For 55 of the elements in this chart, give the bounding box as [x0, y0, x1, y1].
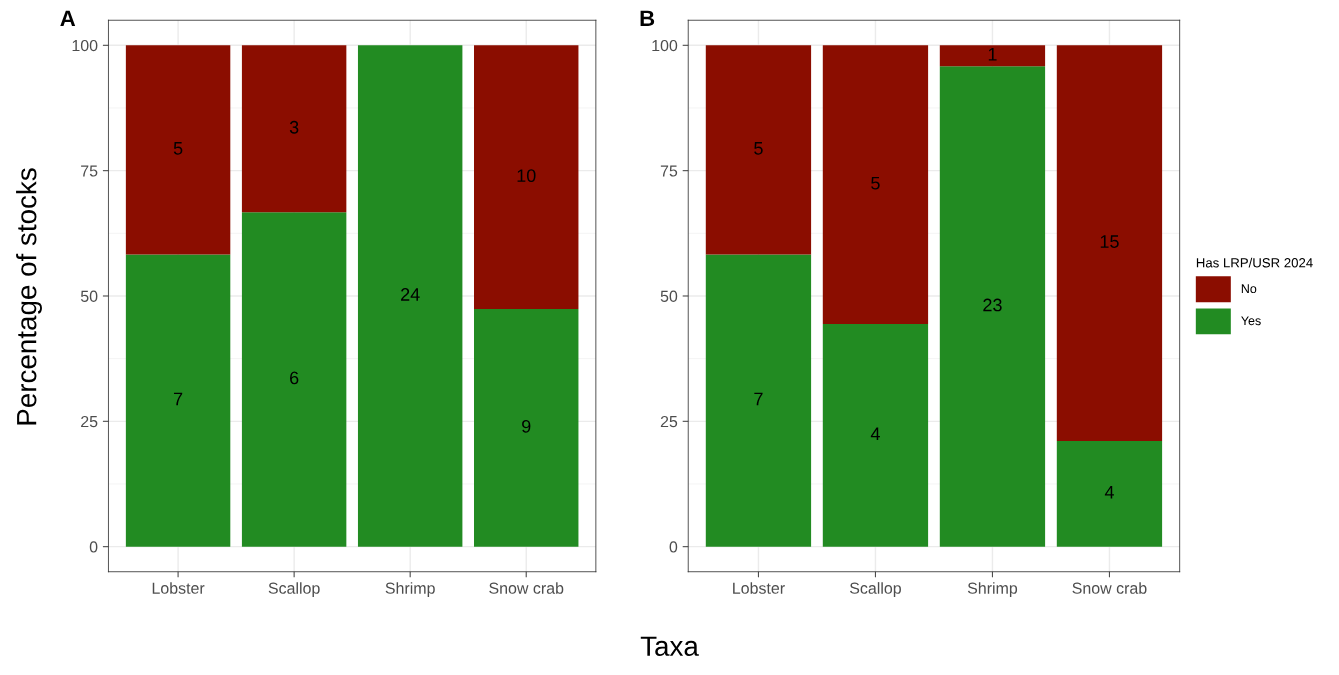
annotation: 3	[289, 120, 299, 134]
y-tick-label: 100	[652, 39, 678, 52]
annotation: 5	[871, 176, 880, 190]
bar	[357, 45, 463, 547]
annotation: 23	[983, 298, 1002, 312]
y-tick-label: 75	[81, 165, 98, 177]
annotation: 5	[173, 142, 183, 155]
bar	[822, 324, 929, 547]
x-tick-label: Shrimp	[385, 582, 435, 598]
bar	[939, 66, 1046, 547]
annotation: 7	[754, 392, 763, 406]
x-tick-label: Scallop	[268, 582, 320, 598]
x-tick-label: Snow crab	[489, 582, 564, 594]
bar	[241, 45, 347, 213]
x-tick-label: Snow crab	[1072, 582, 1147, 594]
y-tick-label: 50	[660, 290, 678, 302]
bar	[705, 254, 812, 547]
annotation: 9	[522, 419, 531, 433]
bar	[125, 45, 231, 255]
x-tick-label: Lobster	[733, 582, 785, 594]
annotation: 24	[401, 288, 420, 301]
legend-label: Yes	[1241, 316, 1261, 326]
x-axis-title: Taxa	[640, 636, 699, 657]
annotation: 15	[1100, 235, 1119, 248]
y-tick-label: 75	[660, 165, 678, 177]
x-tick-label: Lobster	[152, 582, 205, 594]
annotation: 5	[754, 142, 763, 155]
y-tick-label: 50	[80, 290, 98, 302]
chart-title: B	[640, 10, 655, 26]
bar	[939, 45, 1046, 67]
bar	[125, 254, 231, 547]
annotation: 4	[1104, 486, 1114, 499]
y-axis-title: Percentage of stocks	[16, 168, 42, 425]
bar	[822, 45, 929, 325]
annotation: 6	[290, 371, 299, 385]
y-tick-label: 25	[81, 415, 98, 428]
y-tick-label: 0	[669, 541, 678, 553]
bar	[1056, 45, 1163, 441]
y-tick-label: 25	[660, 415, 678, 428]
y-tick-label: 100	[72, 39, 98, 52]
annotation: 7	[173, 392, 183, 406]
legend-label: No	[1241, 284, 1257, 294]
chart-title: A	[60, 10, 76, 26]
x-tick-label: Scallop	[849, 582, 901, 598]
bar	[241, 212, 347, 547]
annotation: 10	[517, 169, 536, 183]
bar	[474, 45, 579, 310]
x-tick-label: Shrimp	[967, 582, 1018, 598]
bar	[1056, 440, 1163, 547]
legend-title: Has LRP/USR 2024	[1196, 257, 1313, 268]
y-tick-label: 0	[89, 541, 98, 553]
annotation: 1	[988, 48, 997, 61]
bar	[474, 309, 579, 547]
bar	[705, 45, 812, 255]
annotation: 4	[870, 427, 880, 441]
